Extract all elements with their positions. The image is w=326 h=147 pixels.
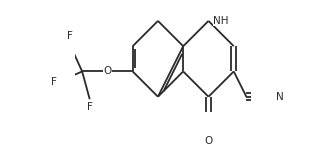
Text: F: F (51, 77, 57, 87)
Text: F: F (87, 102, 93, 112)
Text: NH: NH (213, 16, 229, 26)
Text: N: N (276, 92, 284, 102)
Text: O: O (204, 136, 213, 146)
Text: F: F (67, 31, 72, 41)
Text: O: O (103, 66, 111, 76)
